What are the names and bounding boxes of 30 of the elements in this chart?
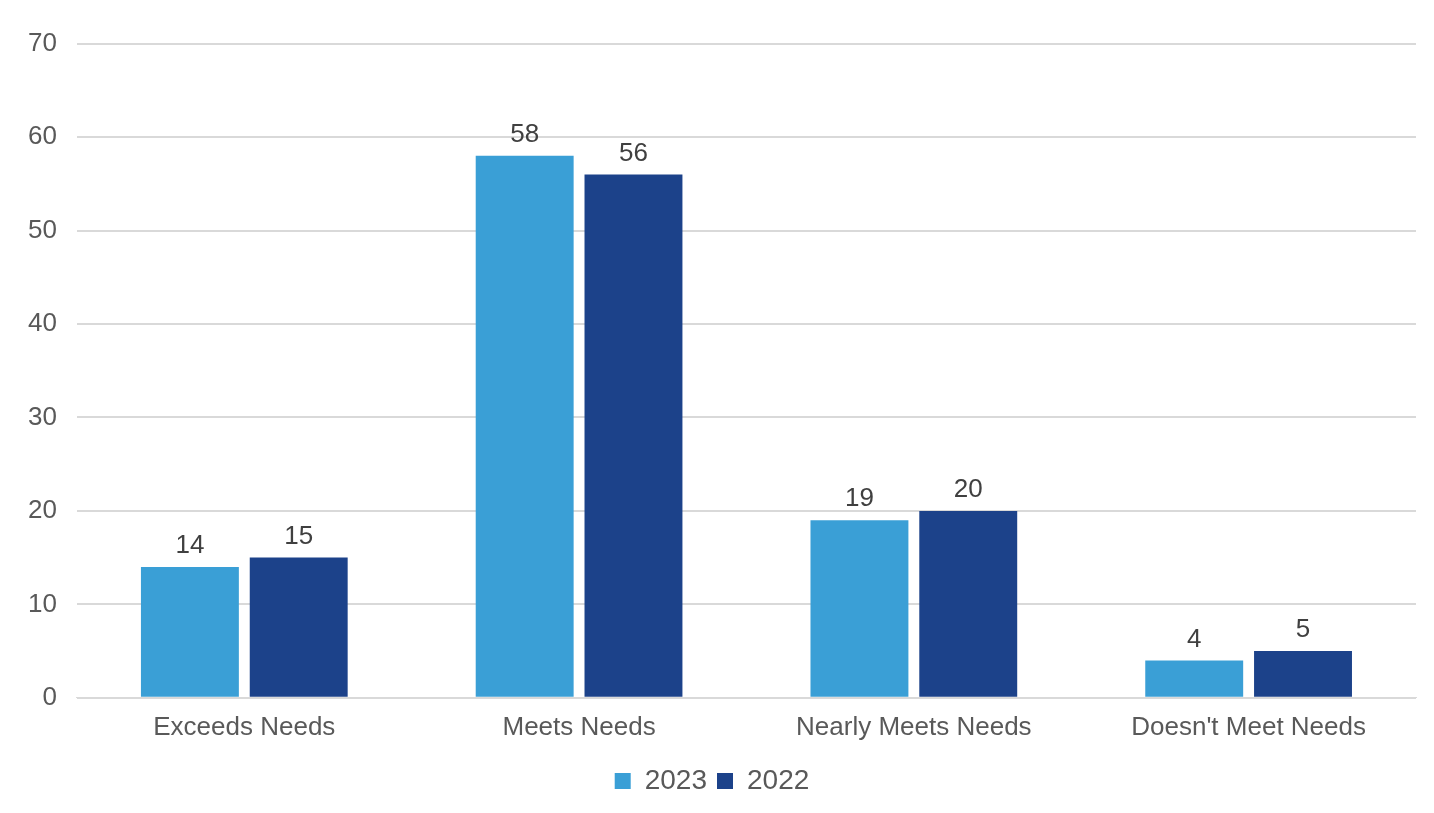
data-label: 19 bbox=[844, 482, 874, 513]
x-tick-label: Doesn't Meet Needs bbox=[1131, 710, 1366, 741]
y-tick-label: 60 bbox=[28, 120, 57, 151]
y-tick-label: 50 bbox=[28, 213, 57, 244]
data-label: 4 bbox=[1186, 622, 1202, 653]
y-tick-label: 20 bbox=[28, 494, 57, 525]
x-tick-label: Exceeds Needs bbox=[153, 710, 336, 741]
bar bbox=[1254, 651, 1352, 697]
data-label: 14 bbox=[175, 529, 205, 560]
bar bbox=[919, 510, 1018, 697]
bar bbox=[584, 174, 683, 697]
data-label: 58 bbox=[510, 117, 540, 148]
legend-label: 2023 bbox=[644, 763, 708, 795]
y-tick-label: 0 bbox=[42, 680, 57, 711]
bar bbox=[1145, 660, 1244, 697]
bar bbox=[140, 566, 239, 697]
data-label: 20 bbox=[953, 473, 983, 504]
y-tick-label: 30 bbox=[28, 400, 57, 431]
bar bbox=[249, 557, 348, 697]
y-tick-label: 10 bbox=[28, 587, 57, 618]
y-tick-label: 40 bbox=[28, 307, 57, 338]
data-label: 5 bbox=[1295, 613, 1311, 644]
x-tick-label: Meets Needs bbox=[502, 710, 656, 741]
data-label: 56 bbox=[619, 136, 648, 167]
y-tick-label: 70 bbox=[28, 26, 57, 57]
x-tick-label: Nearly Meets Needs bbox=[796, 710, 1032, 741]
bar bbox=[810, 520, 909, 697]
data-label: 15 bbox=[284, 519, 314, 550]
legend-label: 2022 bbox=[747, 763, 810, 795]
bar bbox=[475, 155, 574, 697]
